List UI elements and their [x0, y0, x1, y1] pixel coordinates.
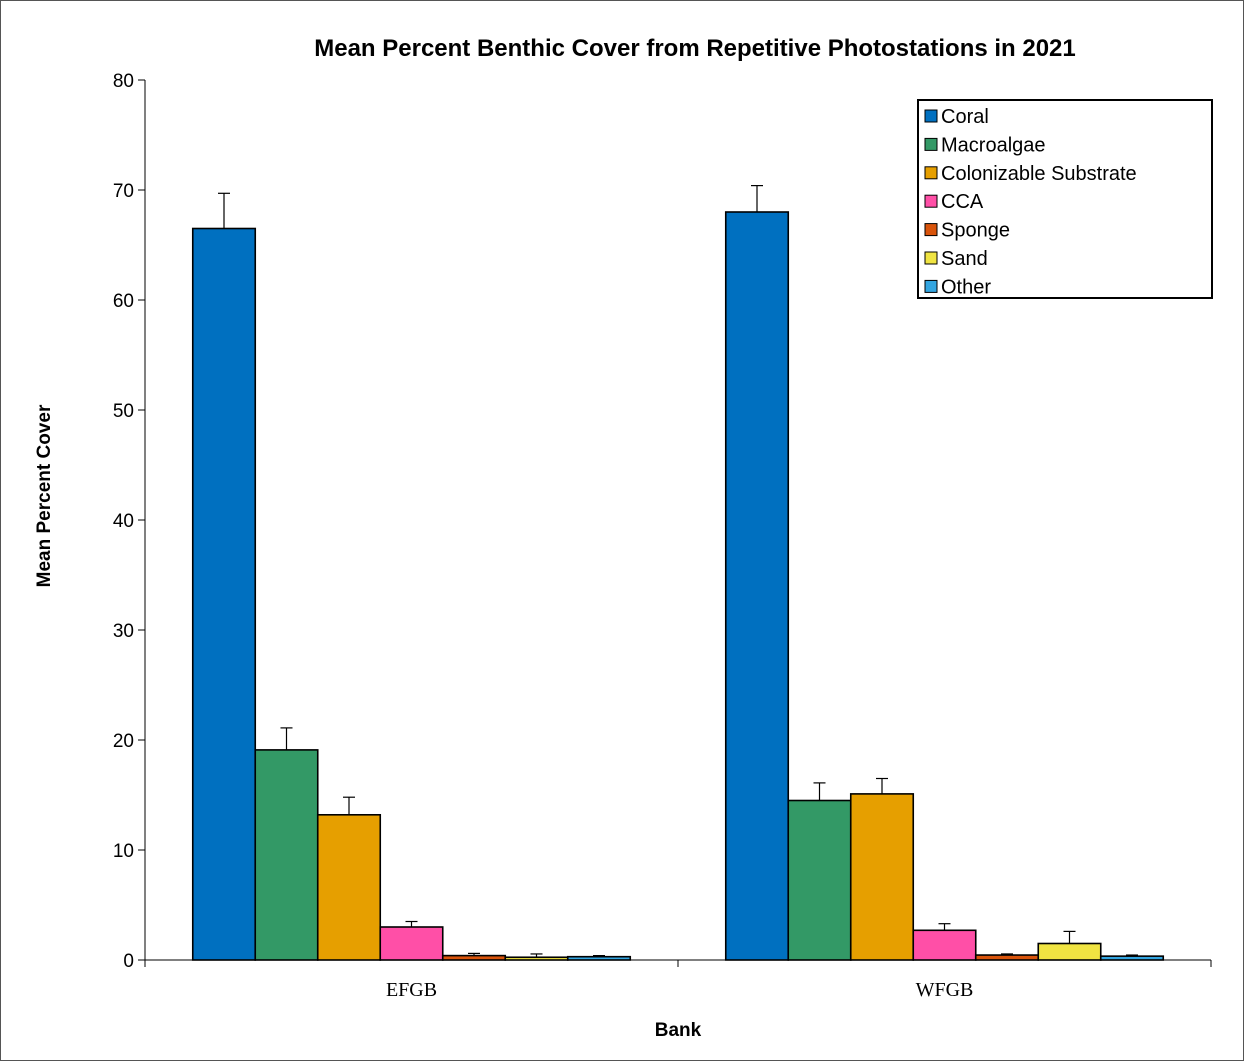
- legend-swatch: [924, 109, 938, 123]
- bar: [441, 954, 507, 961]
- bar: [1037, 942, 1102, 961]
- bar: [191, 227, 257, 961]
- bar: [504, 956, 569, 961]
- bars: [191, 185, 1165, 961]
- y-tick-label: 50: [113, 401, 134, 422]
- bar: [974, 954, 1040, 961]
- y-tick-label: 0: [123, 951, 134, 972]
- legend: Coral Macroalgae Colonizable Substrate CCA S…: [917, 99, 1213, 299]
- y-tick-label: 80: [113, 71, 134, 92]
- bar: [316, 813, 382, 961]
- chart-title: Mean Percent Benthic Cover from Repetiti…: [314, 35, 1076, 62]
- x-axis-label: Bank: [655, 1020, 702, 1041]
- y-tick-label: 10: [113, 841, 134, 862]
- legend-swatch: [924, 251, 938, 265]
- x-tick-label: EFGB: [386, 979, 437, 1001]
- y-tick-label: 30: [113, 621, 134, 642]
- y-tick-label: 60: [113, 291, 134, 312]
- legend-label: Macroalgae: [941, 134, 1046, 156]
- legend-swatch: [924, 137, 938, 151]
- bar: [849, 793, 915, 961]
- legend-swatch: [924, 279, 938, 293]
- legend-label: CCA: [941, 191, 984, 213]
- legend-swatch: [924, 223, 938, 237]
- legend-label: Sand: [941, 248, 988, 270]
- y-tick-label: 20: [113, 731, 134, 752]
- bar: [724, 211, 790, 961]
- bar: [1099, 955, 1165, 961]
- legend-swatch: [924, 166, 938, 180]
- legend-label: Sponge: [941, 220, 1010, 242]
- bar: [787, 799, 852, 961]
- legend-label: Other: [941, 276, 991, 298]
- bar: [912, 929, 977, 961]
- legend-label: Colonizable Substrate: [941, 163, 1137, 185]
- bar: [379, 926, 444, 961]
- y-tick-label: 70: [113, 181, 134, 202]
- legend-swatch: [924, 194, 938, 208]
- bar: [254, 749, 319, 961]
- bar: [566, 955, 632, 961]
- y-tick-label: 40: [113, 511, 134, 532]
- x-tick-label: WFGB: [916, 979, 974, 1001]
- legend-label: Coral: [941, 106, 989, 128]
- y-axis-label: Mean Percent Cover: [34, 404, 55, 587]
- legend-box: [917, 99, 1213, 299]
